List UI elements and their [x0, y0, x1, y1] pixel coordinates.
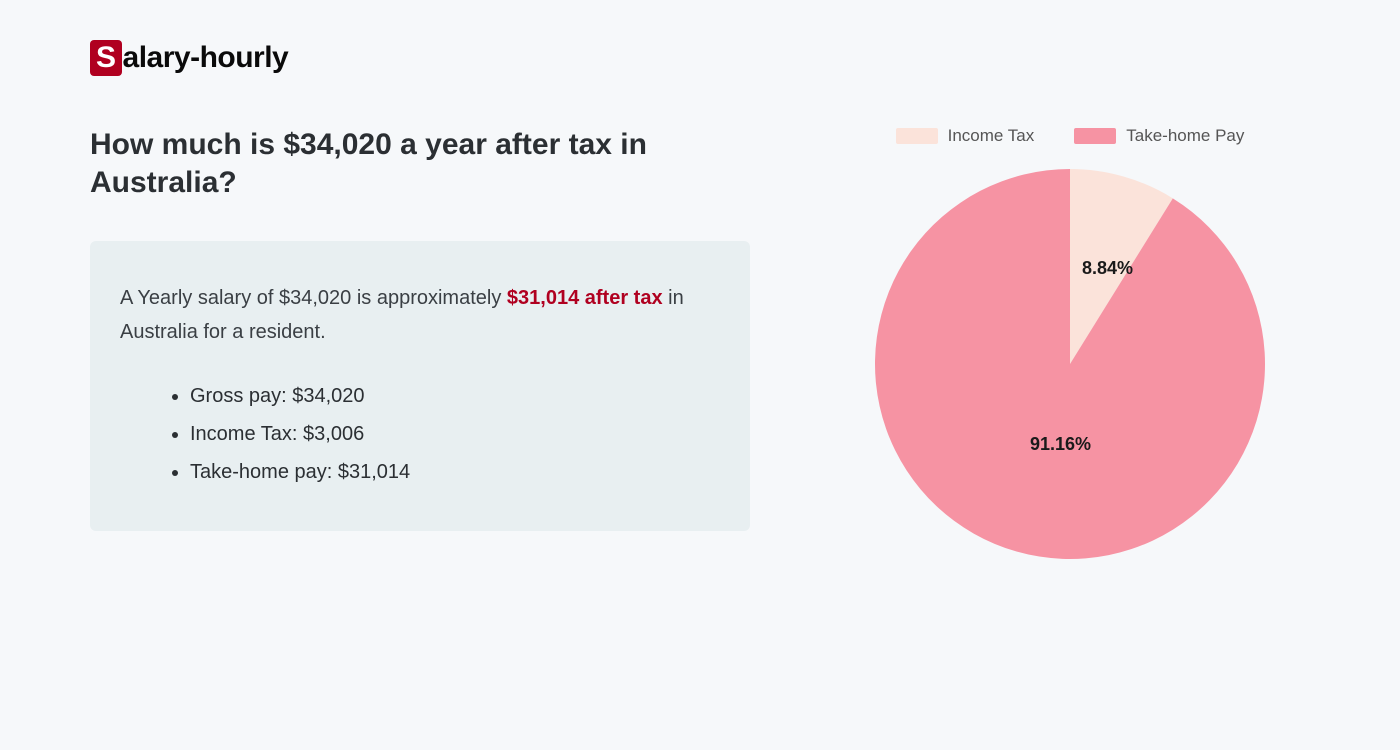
legend-swatch	[896, 128, 938, 144]
pie-svg	[870, 164, 1270, 564]
chart-legend: Income Tax Take-home Pay	[830, 126, 1310, 146]
summary-box: A Yearly salary of $34,020 is approximat…	[90, 241, 750, 531]
logo-rest: alary-hourly	[123, 41, 289, 75]
legend-item-income-tax: Income Tax	[896, 126, 1035, 146]
list-item: Take-home pay: $31,014	[190, 453, 710, 491]
legend-label: Income Tax	[948, 126, 1035, 146]
legend-item-take-home: Take-home Pay	[1074, 126, 1244, 146]
summary-pre: A Yearly salary of $34,020 is approximat…	[120, 287, 507, 309]
list-item: Income Tax: $3,006	[190, 415, 710, 453]
site-logo: Salary-hourly	[90, 40, 1310, 76]
logo-prefix: S	[90, 40, 122, 76]
page-title: How much is $34,020 a year after tax in …	[90, 126, 750, 201]
list-item: Gross pay: $34,020	[190, 377, 710, 415]
legend-label: Take-home Pay	[1126, 126, 1244, 146]
summary-highlight: $31,014 after tax	[507, 287, 663, 309]
slice-label-take-home: 91.16%	[1030, 434, 1091, 455]
slice-label-income-tax: 8.84%	[1082, 258, 1133, 279]
pie-chart: 8.84% 91.16%	[870, 164, 1270, 564]
summary-text: A Yearly salary of $34,020 is approximat…	[120, 281, 710, 349]
breakdown-list: Gross pay: $34,020 Income Tax: $3,006 Ta…	[120, 377, 710, 491]
legend-swatch	[1074, 128, 1116, 144]
